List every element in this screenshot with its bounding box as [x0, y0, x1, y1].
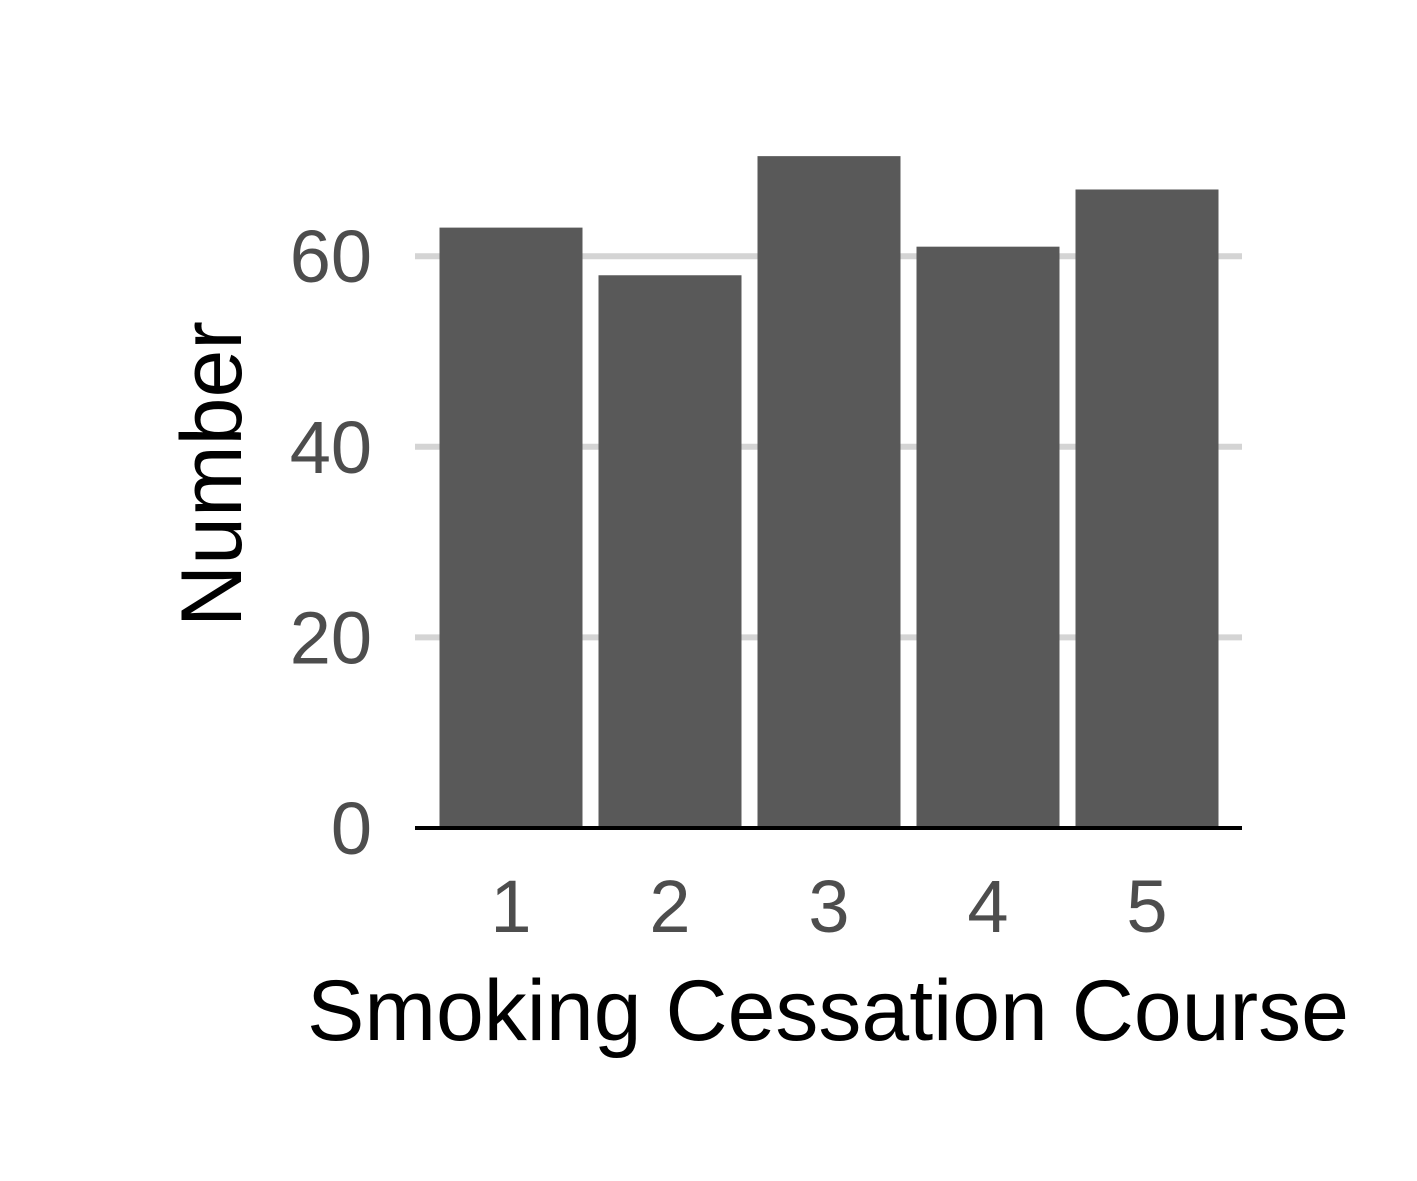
bar-2	[598, 275, 742, 828]
x-tick-label: 1	[490, 865, 531, 948]
bar-4	[916, 246, 1060, 829]
bars	[439, 156, 1219, 829]
y-axis-title: Number	[164, 321, 260, 627]
bar-3	[757, 156, 901, 828]
y-tick-label: 60	[290, 215, 372, 298]
y-tick-labels: 0 20 40 60	[290, 215, 372, 870]
x-tick-label: 5	[1126, 865, 1167, 948]
bar-1	[439, 227, 583, 829]
y-tick-label: 20	[290, 596, 372, 679]
x-tick-label: 2	[649, 865, 690, 948]
y-tick-label: 40	[290, 406, 372, 489]
y-tick-label: 0	[331, 787, 372, 870]
bar-5	[1075, 189, 1219, 829]
x-axis-title: Smoking Cessation Course	[307, 963, 1349, 1059]
x-tick-labels: 1 2 3 4 5	[490, 865, 1167, 948]
x-tick-label: 3	[808, 865, 849, 948]
x-tick-label: 4	[967, 865, 1008, 948]
